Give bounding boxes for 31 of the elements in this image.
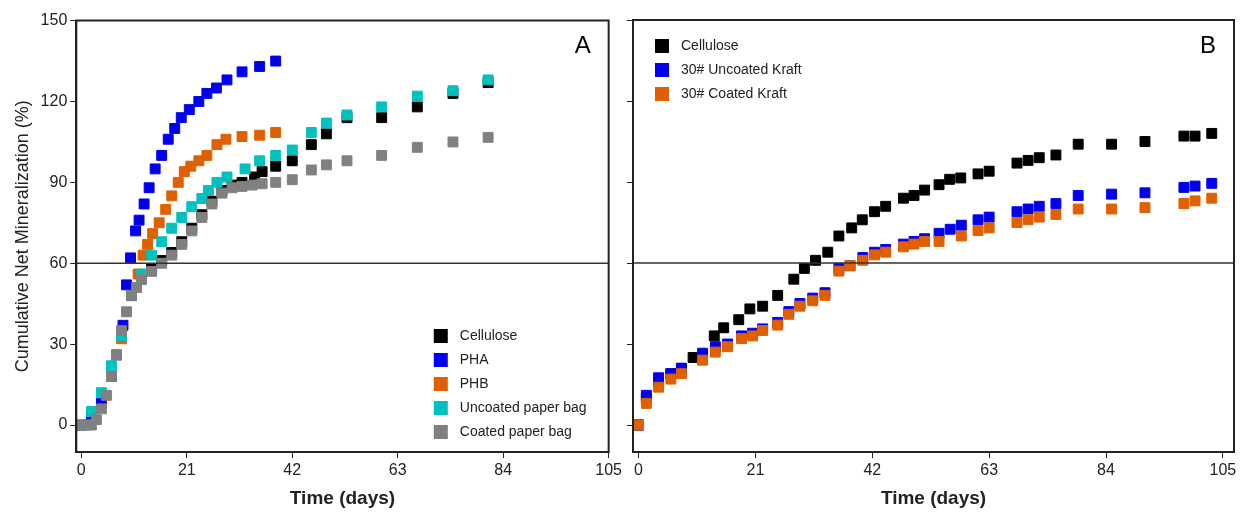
y-tick-label: 150 xyxy=(40,11,68,29)
x-tick-label: 21 xyxy=(746,461,765,479)
legend-label: Uncoated paper bag xyxy=(459,398,587,415)
x-tick-label: 42 xyxy=(863,461,882,479)
y-tick-label: 90 xyxy=(49,172,68,190)
y-axis-title: Cumulative Net Mineralization (%) xyxy=(11,100,32,373)
x-tick-label: 0 xyxy=(76,461,86,479)
annotation: A xyxy=(574,31,591,59)
legend-label: PHA xyxy=(459,350,490,367)
y-tick-label: 60 xyxy=(49,253,68,271)
legend-label: Coated paper bag xyxy=(459,422,572,439)
x-tick-label: 21 xyxy=(177,461,196,479)
x-tick-label: 63 xyxy=(388,461,407,479)
x-tick-label: 105 xyxy=(1209,461,1237,479)
legend-label: 30# Coated Kraft xyxy=(681,84,787,101)
legend-label: Cellulose xyxy=(681,36,739,53)
annotation: B xyxy=(1199,30,1216,58)
y-tick-label: 0 xyxy=(58,415,68,433)
legend-label: PHB xyxy=(459,374,489,391)
x-tick-label: 42 xyxy=(283,461,302,479)
x-axis-title: Time (days) xyxy=(880,486,987,508)
y-tick-label: 120 xyxy=(40,91,68,109)
x-axis-title: Time (days) xyxy=(289,486,396,508)
legend-label: Cellulose xyxy=(459,326,518,343)
x-tick-label: 105 xyxy=(595,461,623,479)
y-tick-label: 30 xyxy=(49,334,68,352)
x-tick-label: 84 xyxy=(494,461,513,479)
x-tick-label: 63 xyxy=(980,461,999,479)
x-tick-label: 0 xyxy=(634,461,644,479)
legend-label: 30# Uncoated Kraft xyxy=(681,60,802,77)
x-tick-label: 84 xyxy=(1097,461,1116,479)
